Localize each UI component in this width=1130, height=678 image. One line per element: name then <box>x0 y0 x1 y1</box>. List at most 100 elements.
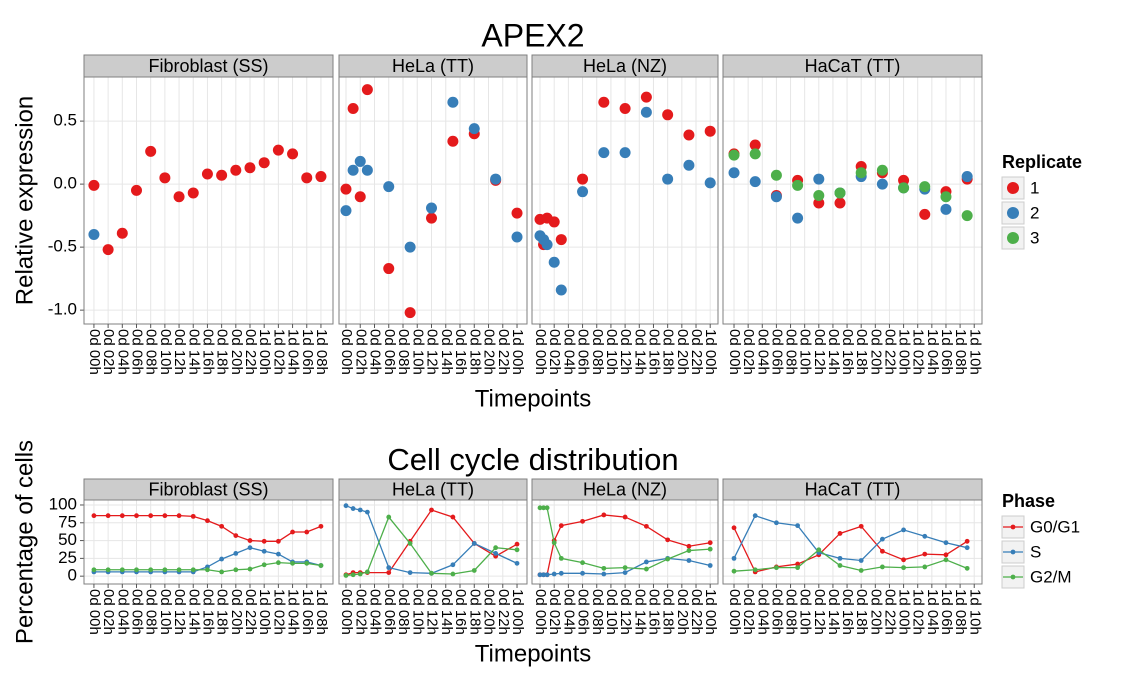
scatter-point <box>230 164 242 176</box>
x-axis-title: Timepoints <box>475 385 591 412</box>
scatter-point <box>447 135 459 147</box>
x-tick-label: 0d 12h <box>424 589 441 635</box>
scatter-point <box>541 239 553 251</box>
line-point <box>386 570 392 576</box>
y-tick-label: 75 <box>58 512 77 531</box>
scatter-point <box>813 197 825 209</box>
x-tick-label: 0d 08h <box>395 589 412 635</box>
line-point <box>580 560 585 566</box>
x-tick-label: 0d 08h <box>143 589 160 635</box>
line-point <box>148 567 154 573</box>
scatter-point <box>704 125 716 137</box>
x-tick-label: 0d 20h <box>674 329 691 375</box>
scatter-point <box>749 148 761 160</box>
x-tick-label: 1d 04h <box>924 329 941 375</box>
line-point <box>261 548 267 554</box>
line-point <box>558 523 564 529</box>
line-point <box>364 509 370 515</box>
scatter-point <box>468 123 480 135</box>
scatter-point <box>548 256 560 268</box>
x-tick-label: 0d 06h <box>575 329 592 375</box>
x-tick-label: 1d 00h <box>509 589 526 635</box>
line-point <box>407 541 413 546</box>
x-tick-label: 0d 20h <box>228 589 245 635</box>
line-point <box>601 571 607 577</box>
x-tick-label: 0d 04h <box>114 589 131 635</box>
line-point <box>350 572 356 578</box>
chart-title: APEX2 <box>481 17 584 53</box>
facet-strip <box>531 478 719 501</box>
panel <box>84 77 333 324</box>
line-point <box>493 545 499 551</box>
x-tick-label: 1d 06h <box>299 589 316 635</box>
facet-strip <box>531 54 719 78</box>
line-point <box>752 567 758 573</box>
x-tick-label: 0d 00h <box>726 329 743 375</box>
x-tick-label: 0d 18h <box>853 329 870 375</box>
x-tick-label: 0d 06h <box>381 589 398 635</box>
scatter-point <box>88 229 100 241</box>
line-point <box>219 569 225 575</box>
facet-strip <box>83 478 334 501</box>
scatter-point <box>548 216 560 228</box>
line-point <box>343 573 349 578</box>
line-point <box>795 523 801 529</box>
x-tick-label: 0d 08h <box>589 589 606 635</box>
x-tick-label: 0d 04h <box>367 589 384 635</box>
scatter-point <box>426 212 438 224</box>
x-tick-label: 0d 20h <box>867 329 884 375</box>
x-tick-label: 0d 22h <box>688 329 705 375</box>
x-tick-label: 0d 08h <box>395 329 412 375</box>
line-point <box>731 568 737 574</box>
scatter-point <box>728 167 740 179</box>
y-tick-label: -1.0 <box>48 300 77 319</box>
line-point <box>105 567 111 573</box>
facet-strip <box>338 54 528 78</box>
x-tick-label: 0d 02h <box>740 329 757 375</box>
line-point <box>134 567 139 573</box>
line-point <box>450 514 456 520</box>
line-point <box>551 571 557 577</box>
x-tick-label: 0d 18h <box>853 589 870 635</box>
facet-label: HaCaT (TT) <box>805 56 901 76</box>
x-tick-label: 0d 18h <box>660 329 677 375</box>
facet-strip <box>338 478 528 501</box>
line-point <box>247 538 253 543</box>
scatter-point <box>619 103 631 115</box>
x-tick-label: 0d 02h <box>100 589 117 635</box>
line-point <box>537 572 543 578</box>
x-tick-label: 0d 08h <box>589 329 606 375</box>
line-point <box>643 566 649 572</box>
x-tick-label: 1d 10h <box>966 329 983 375</box>
line-point <box>493 550 499 556</box>
scatter-point <box>555 284 567 296</box>
x-tick-label: 0d 06h <box>129 329 146 375</box>
x-tick-label: 0d 02h <box>546 329 563 375</box>
scatter-point <box>683 129 695 141</box>
line-point <box>964 545 970 551</box>
line-point <box>707 540 713 546</box>
scatter-point <box>361 164 373 176</box>
line-point <box>91 513 97 519</box>
line-point <box>707 546 713 552</box>
line-point <box>707 563 713 568</box>
line-point <box>318 563 324 568</box>
line-point <box>233 567 239 573</box>
scatter-point <box>383 181 395 193</box>
facet-label: HeLa (TT) <box>392 56 474 76</box>
line-point <box>879 548 885 554</box>
x-tick-label: 0d 14h <box>825 589 842 635</box>
line-point <box>858 558 864 563</box>
scatter-point <box>919 181 931 193</box>
line-point <box>91 567 97 573</box>
x-tick-label: 1d 06h <box>938 589 955 635</box>
facet-label: HaCaT (TT) <box>805 479 901 499</box>
x-tick-label: 1d 04h <box>285 589 302 635</box>
x-tick-label: 1d 00h <box>896 589 913 635</box>
line-point <box>558 570 564 576</box>
x-tick-label: 0d 06h <box>129 589 146 635</box>
line-point <box>304 560 310 566</box>
x-tick-label: 0d 04h <box>560 329 577 375</box>
scatter-point <box>404 307 416 319</box>
line-point <box>386 514 392 520</box>
